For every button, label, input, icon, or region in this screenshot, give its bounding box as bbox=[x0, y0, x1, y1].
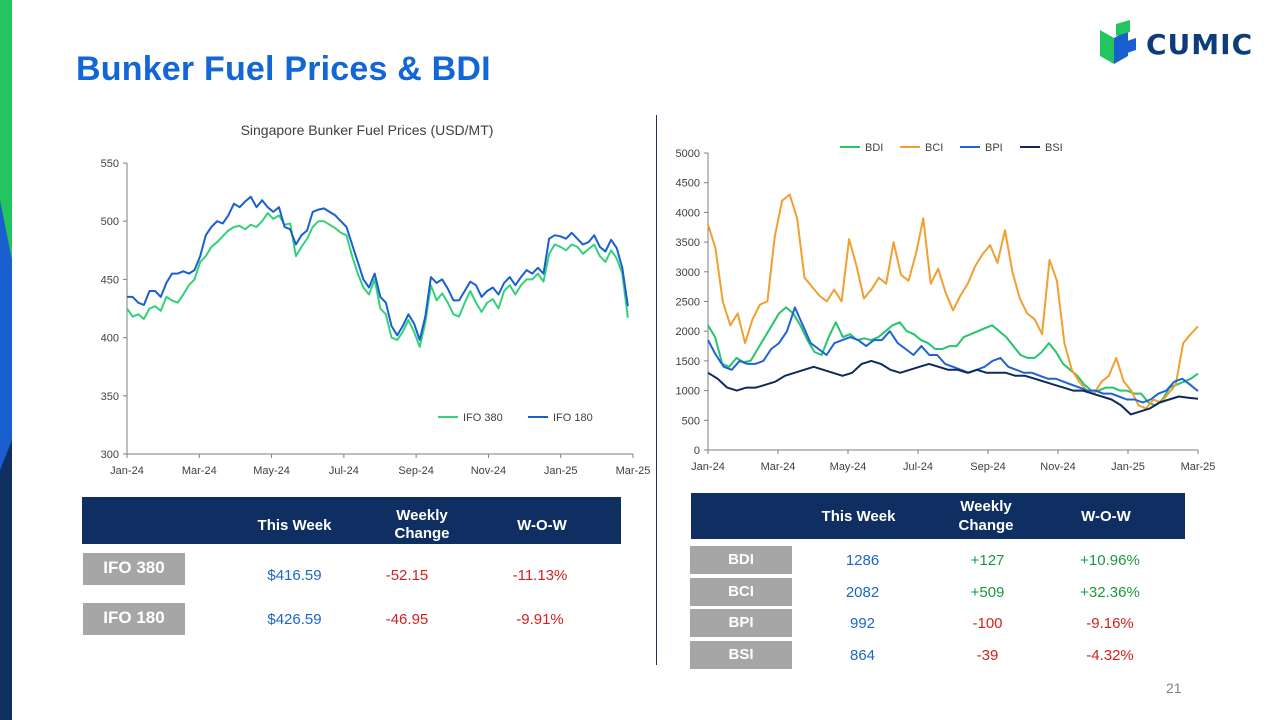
row-label-bpi: BPI bbox=[690, 609, 792, 637]
x-tick-label: Mar-24 bbox=[182, 465, 217, 477]
dry-bulk-index-chart: 0 500 1000 1500 2000 2500 3000 3500 4000 4500 5000… bbox=[676, 142, 1216, 473]
ifo180-wow: -9.91% bbox=[516, 611, 564, 628]
x-tick-label: Mar-25 bbox=[616, 465, 650, 477]
series-line-bpi bbox=[707, 306, 1199, 404]
bpi-wow: -9.16% bbox=[1086, 615, 1134, 632]
ifo380-weekly-change: -52.15 bbox=[385, 567, 429, 584]
y-tick-label: 300 bbox=[101, 449, 119, 461]
x-tick-label: Jan-25 bbox=[1111, 461, 1145, 473]
left-table-header: This Week Weekly Change W-O-W bbox=[82, 497, 621, 544]
legend-label: BSI bbox=[1045, 142, 1063, 154]
x-tick-label: Nov-24 bbox=[471, 465, 506, 477]
y-tick-label: 400 bbox=[101, 333, 119, 345]
x-tick-label: Mar-25 bbox=[1181, 461, 1216, 473]
bsi-wow: -4.32% bbox=[1086, 647, 1134, 664]
legend-label: IFO 380 bbox=[463, 412, 503, 424]
y-tick-label: 450 bbox=[101, 274, 119, 286]
right-table-header: This Week Weekly Change W-O-W bbox=[691, 493, 1185, 539]
header-change: Change bbox=[958, 517, 1014, 534]
row-label-ifo180: IFO 180 bbox=[83, 603, 185, 635]
series-line-bdi bbox=[707, 306, 1199, 407]
header-weekly: Weekly bbox=[960, 498, 1012, 515]
x-tick-label: May-24 bbox=[253, 465, 290, 477]
y-tick-label: 350 bbox=[101, 391, 119, 403]
bci-weekly-change: +509 bbox=[970, 584, 1005, 601]
logo-text: CUMIC bbox=[1146, 28, 1254, 61]
ifo380-this-week: $416.59 bbox=[267, 567, 322, 584]
x-tick-label: Jul-24 bbox=[329, 465, 359, 477]
header-wow: W-O-W bbox=[1081, 508, 1131, 525]
x-tick-label: Jan-24 bbox=[110, 465, 144, 477]
bdi-weekly-change: +127 bbox=[970, 552, 1005, 569]
header-this-week: This Week bbox=[821, 508, 896, 525]
ifo380-wow: -11.13% bbox=[512, 567, 568, 584]
y-tick-label: 4000 bbox=[676, 207, 700, 219]
y-tick-label: 2000 bbox=[676, 326, 700, 338]
bsi-weekly-change: -39 bbox=[976, 647, 999, 664]
y-tick-label: 1500 bbox=[676, 356, 700, 368]
x-tick-label: Sep-24 bbox=[398, 465, 433, 477]
header-this-week: This Week bbox=[257, 517, 332, 534]
x-tick-label: May-24 bbox=[830, 461, 867, 473]
row-label-ifo380: IFO 380 bbox=[83, 553, 185, 585]
y-tick-label: 550 bbox=[101, 158, 119, 170]
bdi-wow: +10.96% bbox=[1080, 552, 1140, 569]
header-wow: W-O-W bbox=[517, 517, 567, 534]
page-title: Bunker Fuel Prices & BDI bbox=[76, 50, 491, 88]
x-tick-label: Mar-24 bbox=[761, 461, 796, 473]
vertical-divider bbox=[656, 115, 657, 665]
x-tick-label: Sep-24 bbox=[970, 461, 1005, 473]
y-tick-label: 2500 bbox=[676, 297, 700, 309]
bsi-this-week: 864 bbox=[849, 647, 876, 664]
bci-this-week: 2082 bbox=[845, 584, 880, 601]
row-label-bdi: BDI bbox=[690, 546, 792, 574]
series-line-ifo180 bbox=[127, 195, 629, 341]
x-tick-label: Nov-24 bbox=[1040, 461, 1075, 473]
y-tick-label: 0 bbox=[694, 445, 700, 457]
ifo180-this-week: $426.59 bbox=[267, 611, 322, 628]
bpi-this-week: 992 bbox=[849, 615, 876, 632]
company-logo: CUMIC bbox=[1096, 20, 1256, 70]
header-weekly: Weekly bbox=[396, 507, 448, 524]
y-tick-label: 3500 bbox=[676, 237, 700, 249]
y-tick-label: 3000 bbox=[676, 267, 700, 279]
legend-label: BDI bbox=[865, 142, 883, 154]
legend-label: IFO 180 bbox=[553, 412, 593, 424]
row-label-bci: BCI bbox=[690, 578, 792, 606]
series-line-bci bbox=[707, 193, 1199, 410]
y-tick-label: 500 bbox=[682, 415, 700, 427]
accent-bar bbox=[0, 0, 12, 720]
series-line-ifo380 bbox=[126, 212, 629, 348]
x-tick-label: Jan-24 bbox=[691, 461, 725, 473]
header-change: Change bbox=[394, 525, 450, 542]
legend-label: BPI bbox=[985, 142, 1003, 154]
bdi-this-week: 1286 bbox=[845, 552, 880, 569]
y-tick-label: 5000 bbox=[676, 148, 700, 160]
x-tick-label: Jul-24 bbox=[903, 461, 933, 473]
chart-title: Singapore Bunker Fuel Prices (USD/MT) bbox=[241, 122, 494, 138]
y-tick-label: 4500 bbox=[676, 178, 700, 190]
x-tick-label: Jan-25 bbox=[544, 465, 578, 477]
row-label-bsi: BSI bbox=[690, 641, 792, 669]
page-number: 21 bbox=[1166, 680, 1182, 696]
ifo180-weekly-change: -46.95 bbox=[385, 611, 429, 628]
y-tick-label: 1000 bbox=[676, 386, 700, 398]
bci-wow: +32.36% bbox=[1080, 584, 1140, 601]
y-tick-label: 500 bbox=[101, 216, 119, 228]
series-line-bsi bbox=[707, 359, 1199, 416]
legend-label: BCI bbox=[925, 142, 943, 154]
fuel-price-chart: Singapore Bunker Fuel Prices (USD/MT) 30… bbox=[101, 122, 650, 477]
logo-mark-icon bbox=[1100, 20, 1136, 64]
bpi-weekly-change: -100 bbox=[972, 615, 1003, 632]
